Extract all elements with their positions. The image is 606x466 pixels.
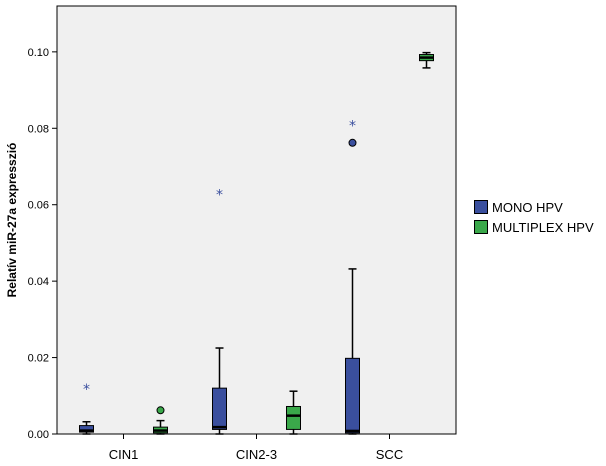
y-tick-label: 0.06	[28, 200, 49, 212]
x-tick-label: CIN2-3	[236, 447, 277, 462]
legend-label-mono-hpv: MONO HPV	[492, 199, 563, 215]
legend-swatch-multiplex-hpv	[474, 220, 488, 234]
legend-item-multiplex-hpv: MULTIPLEX HPV	[474, 218, 594, 236]
outlier-point	[156, 406, 165, 415]
legend-item-mono-hpv: MONO HPV	[474, 198, 594, 216]
x-axis: CIN1 CIN2-3 SCC	[109, 434, 403, 462]
plot-area	[56, 5, 457, 435]
y-tick-label: 0.10	[28, 47, 49, 59]
y-axis: 0.00 0.02 0.04 0.06 0.08 0.10	[28, 47, 57, 441]
box-iqr	[212, 387, 227, 430]
x-tick-label: CIN1	[109, 447, 139, 462]
box-multiplex-hpv-cin2-3	[286, 390, 301, 435]
y-tick-label: 0.02	[28, 353, 49, 365]
box-iqr	[79, 425, 94, 433]
outlier-point	[348, 138, 357, 147]
extreme-point: *	[349, 118, 356, 134]
boxes-layer: * * *	[79, 51, 434, 435]
box-multiplex-hpv-scc	[419, 51, 434, 69]
box-iqr	[286, 405, 301, 430]
legend-swatch-mono-hpv	[474, 200, 488, 214]
x-tick-label: SCC	[376, 447, 403, 462]
y-axis-label: Relatív miR-27a expresszió	[5, 143, 19, 298]
box-multiplex-hpv-cin1	[153, 406, 168, 435]
legend-label-multiplex-hpv: MULTIPLEX HPV	[492, 219, 594, 235]
legend: MONO HPV MULTIPLEX HPV	[474, 198, 594, 238]
extreme-point: *	[216, 187, 223, 203]
box-mono-hpv-scc: *	[345, 118, 360, 435]
box-iqr	[345, 357, 360, 434]
box-mono-hpv-cin2-3: *	[212, 187, 227, 435]
box-mono-hpv-cin1: *	[79, 382, 94, 435]
y-tick-label: 0.04	[28, 276, 49, 288]
extreme-point: *	[83, 382, 90, 398]
y-tick-label: 0.08	[28, 123, 49, 135]
y-tick-label: 0.00	[28, 429, 49, 441]
